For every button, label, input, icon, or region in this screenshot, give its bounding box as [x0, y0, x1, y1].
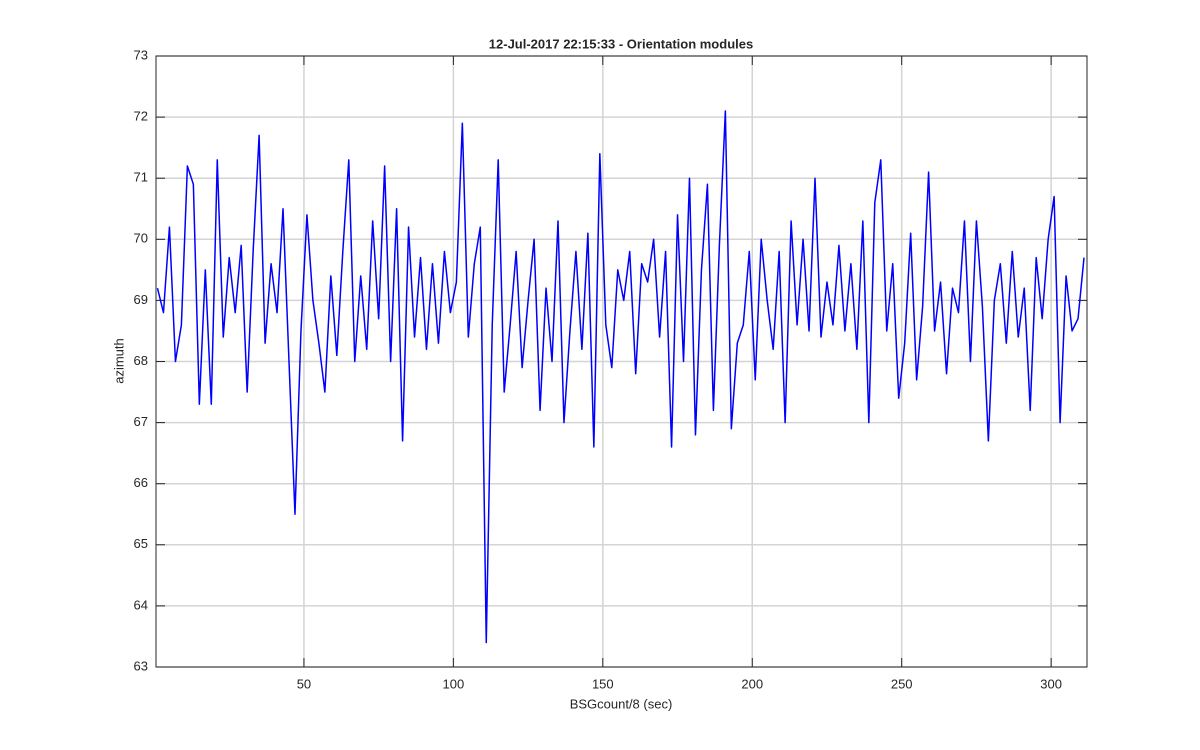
y-tick-label: 72	[134, 109, 148, 124]
y-tick-label: 65	[134, 536, 148, 551]
x-tick-label: 100	[443, 676, 465, 691]
y-tick-label: 70	[134, 231, 148, 246]
y-tick-label: 66	[134, 475, 148, 490]
y-tick-label: 69	[134, 292, 148, 307]
axes-box	[155, 55, 1088, 668]
y-tick-label: 63	[134, 658, 148, 673]
x-tick-label: 200	[741, 676, 763, 691]
y-tick-label: 68	[134, 353, 148, 368]
data-line	[156, 110, 1085, 644]
x-tick-label: 300	[1040, 676, 1062, 691]
y-tick-label: 73	[134, 47, 148, 62]
y-tick-label: 64	[134, 597, 148, 612]
y-tick-label: 71	[134, 170, 148, 185]
chart-title: 12-Jul-2017 22:15:33 - Orientation modul…	[489, 36, 753, 51]
x-tick-label: 150	[592, 676, 614, 691]
x-tick-label: 250	[891, 676, 913, 691]
x-axis-label: BSGcount/8 (sec)	[570, 696, 673, 711]
x-tick-label: 50	[297, 676, 311, 691]
y-tick-label: 67	[134, 414, 148, 429]
y-axis-label: azimuth	[111, 338, 126, 384]
